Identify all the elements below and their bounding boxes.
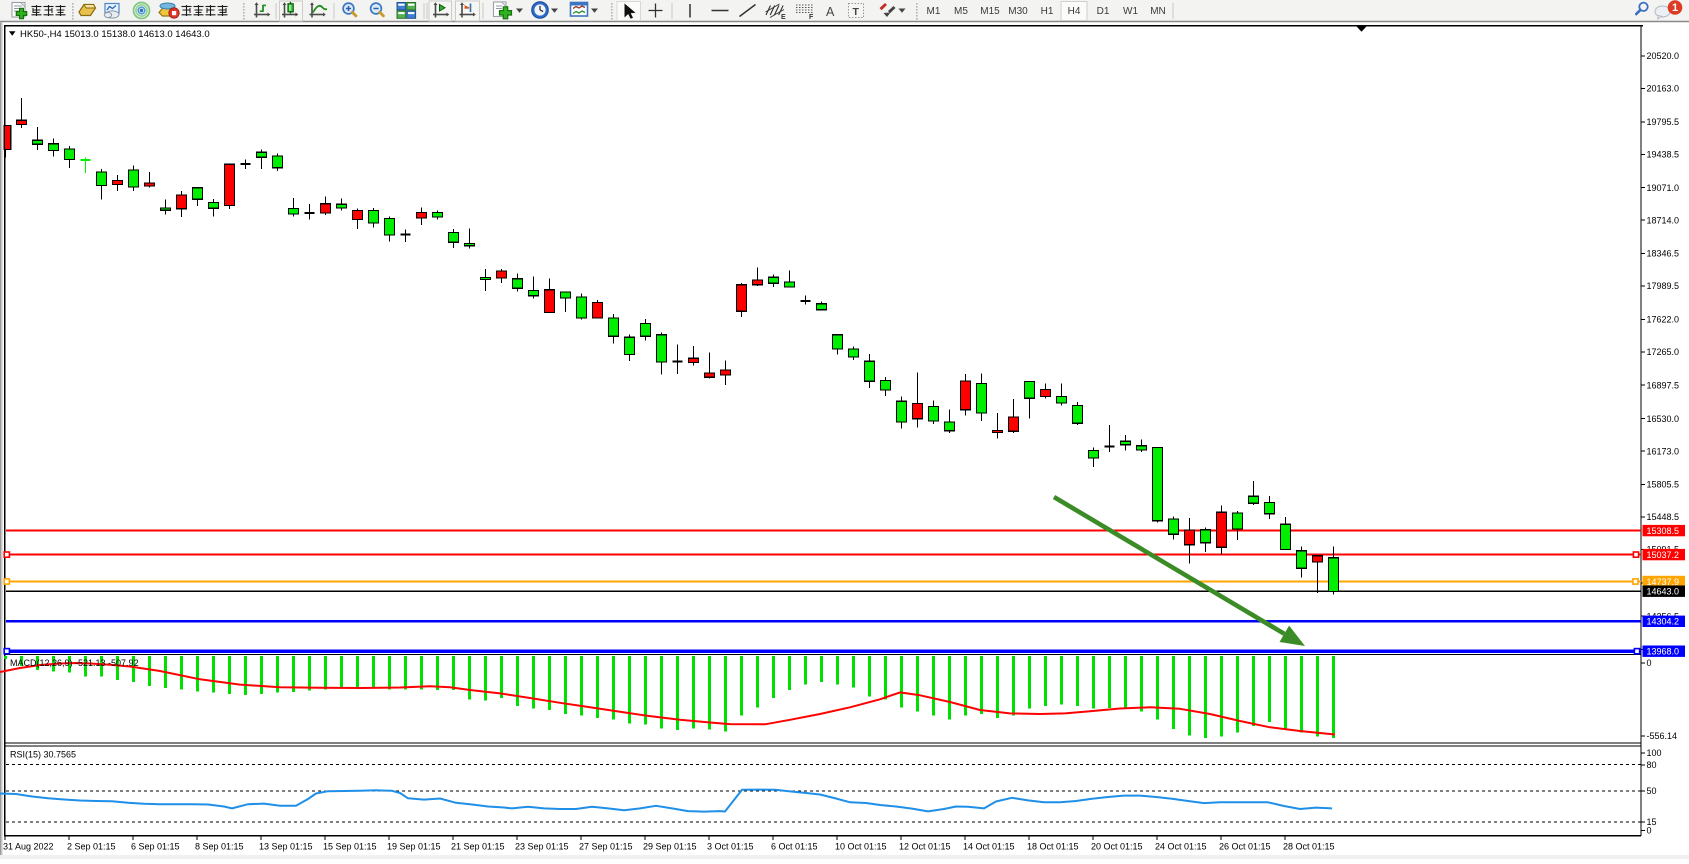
svg-text:M1: M1 <box>927 6 941 17</box>
svg-text:15448.5: 15448.5 <box>1647 512 1680 522</box>
svg-text:16897.5: 16897.5 <box>1647 380 1680 390</box>
svg-text:15: 15 <box>1647 817 1657 827</box>
svg-text:15308.5: 15308.5 <box>1647 526 1680 536</box>
svg-text:13 Sep 01:15: 13 Sep 01:15 <box>259 842 313 852</box>
svg-text:13968.0: 13968.0 <box>1647 647 1680 657</box>
svg-text:20520.0: 20520.0 <box>1647 51 1680 61</box>
svg-text:E: E <box>781 14 786 21</box>
svg-text:M30: M30 <box>1008 6 1028 17</box>
svg-text:19438.5: 19438.5 <box>1647 149 1680 159</box>
svg-text:19 Sep 01:15: 19 Sep 01:15 <box>387 842 441 852</box>
svg-text:14643.0: 14643.0 <box>1647 587 1680 597</box>
svg-text:6 Sep 01:15: 6 Sep 01:15 <box>131 842 180 852</box>
svg-text:16530.0: 16530.0 <box>1647 414 1680 424</box>
svg-text:15 Sep 01:15: 15 Sep 01:15 <box>323 842 377 852</box>
svg-text:18 Oct 01:15: 18 Oct 01:15 <box>1027 842 1079 852</box>
svg-text:2 Sep 01:15: 2 Sep 01:15 <box>67 842 116 852</box>
svg-text:17622.0: 17622.0 <box>1647 315 1680 325</box>
svg-text:12 Oct 01:15: 12 Oct 01:15 <box>899 842 951 852</box>
svg-text:14304.2: 14304.2 <box>1647 617 1680 627</box>
svg-text:T: T <box>853 6 860 18</box>
svg-text:19795.5: 19795.5 <box>1647 117 1680 127</box>
svg-text:M5: M5 <box>954 6 968 17</box>
svg-text:23 Sep 01:15: 23 Sep 01:15 <box>515 842 569 852</box>
svg-text:28 Oct 01:15: 28 Oct 01:15 <box>1283 842 1335 852</box>
svg-text:18346.5: 18346.5 <box>1647 249 1680 259</box>
svg-text:-556.14: -556.14 <box>1647 731 1678 741</box>
svg-text:RSI(15) 30.7565: RSI(15) 30.7565 <box>10 750 76 760</box>
svg-text:6 Oct 01:15: 6 Oct 01:15 <box>771 842 818 852</box>
svg-text:D1: D1 <box>1097 6 1110 17</box>
svg-text:1: 1 <box>1672 2 1678 14</box>
svg-text:24 Oct 01:15: 24 Oct 01:15 <box>1155 842 1207 852</box>
svg-text:A: A <box>826 5 835 19</box>
svg-text:20 Oct 01:15: 20 Oct 01:15 <box>1091 842 1143 852</box>
svg-text:27 Sep 01:15: 27 Sep 01:15 <box>579 842 633 852</box>
svg-text:19071.0: 19071.0 <box>1647 183 1680 193</box>
svg-text:18714.0: 18714.0 <box>1647 215 1680 225</box>
svg-text:14737.9: 14737.9 <box>1647 577 1680 587</box>
svg-text:0: 0 <box>1647 658 1652 668</box>
svg-text:10 Oct 01:15: 10 Oct 01:15 <box>835 842 887 852</box>
svg-text:31 Aug 2022: 31 Aug 2022 <box>3 842 54 852</box>
svg-text:M15: M15 <box>980 6 1000 17</box>
svg-text:26 Oct 01:15: 26 Oct 01:15 <box>1219 842 1271 852</box>
svg-text:20163.0: 20163.0 <box>1647 84 1680 94</box>
svg-text:80: 80 <box>1647 760 1657 770</box>
svg-text:29 Sep 01:15: 29 Sep 01:15 <box>643 842 697 852</box>
svg-text:15805.5: 15805.5 <box>1647 480 1680 490</box>
svg-text:14 Oct 01:15: 14 Oct 01:15 <box>963 842 1015 852</box>
svg-text:100: 100 <box>1647 748 1662 758</box>
svg-text:3 Oct 01:15: 3 Oct 01:15 <box>707 842 754 852</box>
svg-text:50: 50 <box>1647 786 1657 796</box>
svg-text:16173.0: 16173.0 <box>1647 446 1680 456</box>
svg-text:W1: W1 <box>1123 6 1138 17</box>
svg-text:15037.2: 15037.2 <box>1647 550 1680 560</box>
svg-text:8 Sep 01:15: 8 Sep 01:15 <box>195 842 244 852</box>
svg-text:H1: H1 <box>1041 6 1054 17</box>
svg-text:MN: MN <box>1150 6 1166 17</box>
svg-text:21 Sep 01:15: 21 Sep 01:15 <box>451 842 505 852</box>
svg-text:0: 0 <box>1647 826 1652 836</box>
svg-text:HK50-,H4 15013.0 15138.0 1461: HK50-,H4 15013.0 15138.0 14613.0 14643.0 <box>20 29 210 40</box>
svg-text:H4: H4 <box>1068 6 1081 17</box>
svg-text:17989.5: 17989.5 <box>1647 281 1680 291</box>
svg-text:17265.0: 17265.0 <box>1647 347 1680 357</box>
svg-text:F: F <box>809 14 814 21</box>
svg-text:MACD(12,26,9) -521.13 -507.92: MACD(12,26,9) -521.13 -507.92 <box>10 658 139 668</box>
